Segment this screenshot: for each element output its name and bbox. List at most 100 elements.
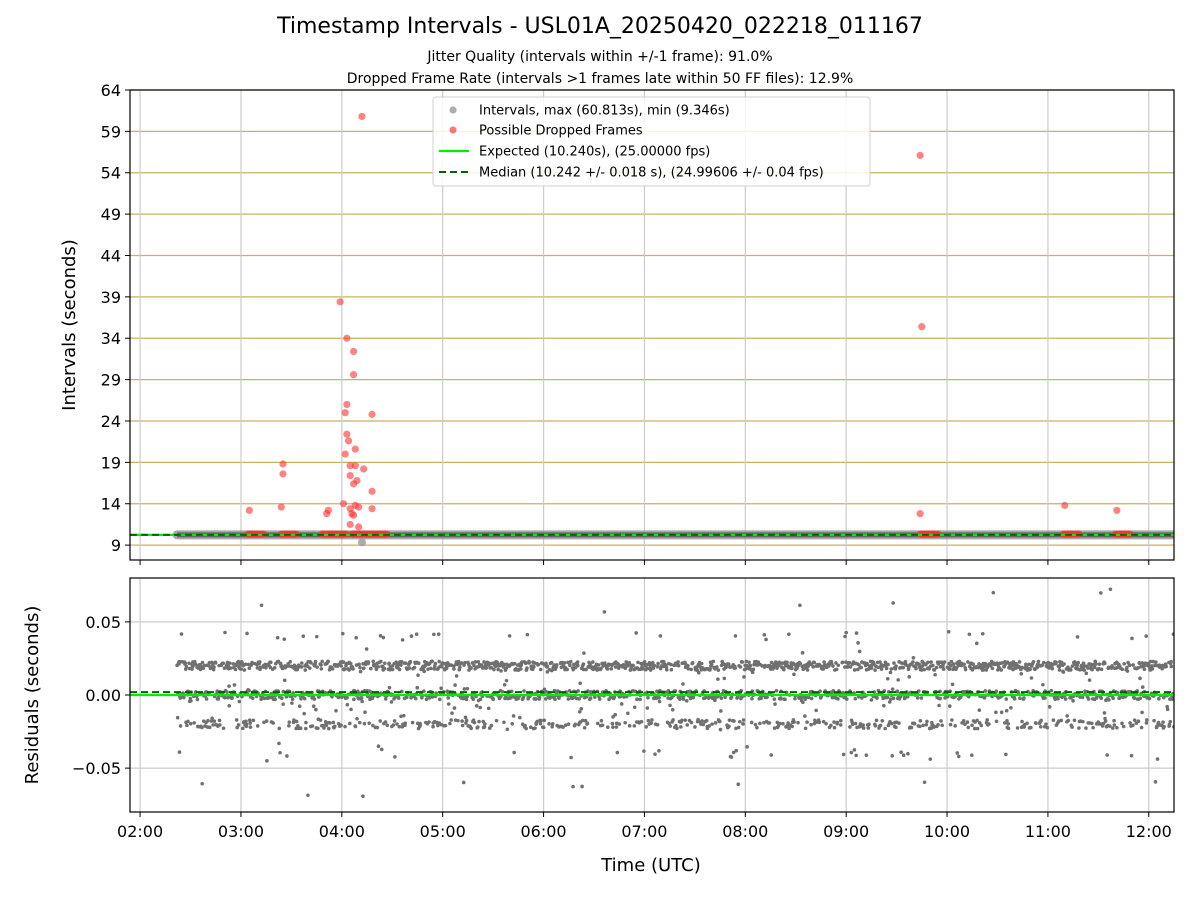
residual-point [458,665,462,670]
residual-point [477,719,481,724]
residual-point [599,718,604,723]
residual-point [936,722,940,727]
x-tick-label: 02:00 [117,822,163,841]
residual-point [322,726,326,730]
residual-point [247,688,251,693]
residual-point [349,707,353,712]
residual-point [966,725,971,730]
residual-point [685,723,690,727]
residual-point [1043,696,1047,700]
residual-point [722,676,727,681]
residual-point [1157,697,1161,701]
residual-point [946,630,951,634]
dropped-frame-point [343,334,351,342]
residual-point [683,718,688,722]
residual-point [669,667,674,672]
residual-point [1056,696,1060,701]
residual-point [186,719,190,724]
residual-point [699,661,704,666]
residual-point [444,666,449,671]
residual-point [1107,698,1111,702]
residual-point [243,662,248,667]
residual-point [938,696,942,701]
residual-point [883,726,887,731]
residual-point [245,631,249,636]
residual-point [445,689,450,694]
residual-point [582,725,587,730]
residual-point [1108,724,1112,728]
residual-point [921,723,925,728]
residual-point [741,722,746,726]
residual-point [861,723,865,727]
residual-point [200,725,204,730]
residual-point [755,725,759,730]
residual-point [403,721,408,725]
residual-point [1103,661,1107,666]
residual-point [237,699,242,704]
x-tick-label: 03:00 [218,822,264,841]
residual-point [242,668,247,672]
residual-point [304,720,308,725]
residual-point [635,697,639,702]
residual-point [885,677,890,681]
residual-point [460,723,465,728]
residual-point [368,666,373,671]
residual-point [491,697,496,702]
residual-point [619,702,624,706]
residual-point [366,660,371,664]
residual-point [302,711,306,716]
residual-point [636,660,640,665]
residuals-panel: −0.05 0.00 0.05 02:00 03:00 04:00 05:00 06:00 07… [72,577,1175,841]
residual-point [472,663,476,668]
residual-point [609,666,614,671]
residual-point [228,666,233,670]
residual-point [792,672,796,677]
residual-point [499,669,503,673]
residual-point [352,697,356,702]
residual-point [192,721,197,725]
residual-point [223,630,227,635]
residual-point [483,722,487,726]
residual-point [446,702,451,706]
residual-point [894,664,898,669]
residual-point [1096,666,1101,671]
residual-point [693,725,697,729]
residual-point [357,662,361,667]
residual-point [829,723,833,728]
residual-point [994,719,999,724]
residual-point [1168,719,1173,724]
residual-point [963,722,967,726]
residual-point [319,667,324,671]
residual-point [921,661,926,665]
residual-point [1031,659,1036,664]
residual-point [258,665,263,670]
residual-point [779,696,783,700]
residual-point [582,651,586,655]
residual-point [1132,696,1137,701]
residual-point [1084,726,1088,730]
dropped-frame-point [349,371,358,379]
residual-point [453,683,457,687]
residual-point [316,726,320,731]
residual-point [282,637,287,641]
residual-point [251,718,256,723]
residual-point [914,666,918,671]
residual-point [1138,696,1143,701]
residual-point [331,720,336,725]
residual-point [832,725,837,730]
residual-point [627,724,632,728]
residual-point [566,722,571,726]
residual-point [538,667,543,672]
residual-point [408,659,413,664]
residual-point [782,667,786,672]
residual-point [577,710,582,714]
dropped-frame-point [916,151,924,159]
residual-point [686,666,690,671]
residual-point [716,668,721,672]
residual-point [966,660,970,664]
residual-point [885,695,890,700]
legend-dropped-marker [449,126,457,134]
residual-point [987,722,991,726]
residual-point [385,723,390,728]
residual-point [378,719,382,723]
